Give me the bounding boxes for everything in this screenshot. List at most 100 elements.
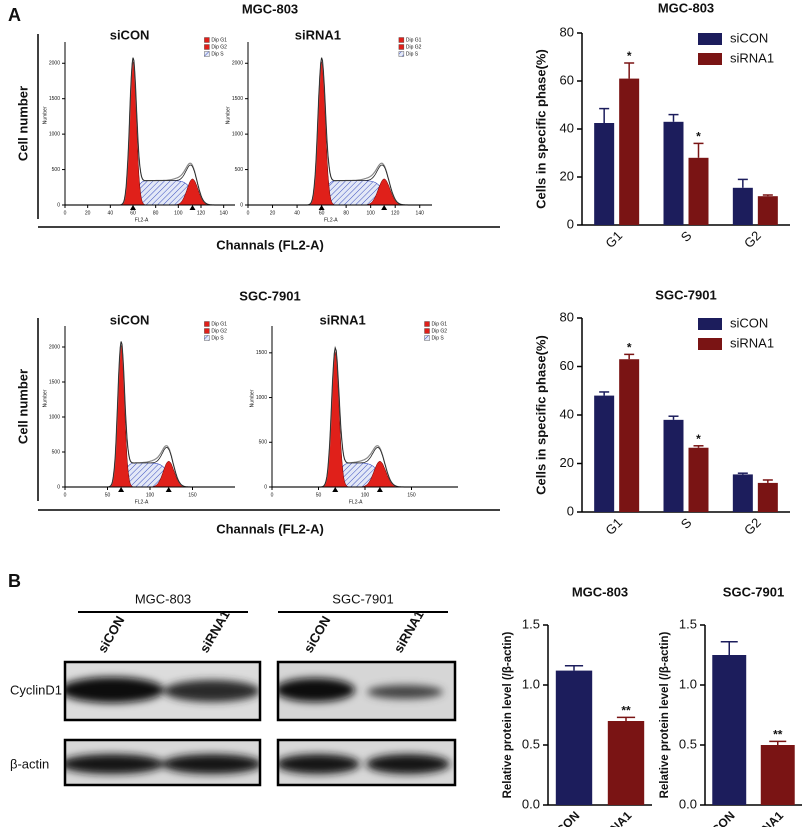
legend-label: Dip S [406, 51, 419, 57]
y-tick-label: 0.0 [679, 796, 697, 811]
error-bar [624, 62, 635, 79]
x-tick-label: 80 [153, 210, 159, 216]
y-tick-label: 60 [560, 72, 574, 87]
bar [607, 721, 645, 805]
plot-title: siCON [110, 27, 150, 42]
y-axis-title: Cells in specific phase(%) [533, 49, 548, 209]
legend-swatch [204, 328, 210, 334]
axis-label: FL2-A [135, 499, 149, 505]
x-tick-label: 120 [391, 210, 400, 216]
western-blot [63, 660, 457, 787]
legend-label: Dip G1 [211, 321, 227, 327]
legend-label: Dip G1 [432, 321, 448, 327]
y-tick-label: 80 [560, 24, 574, 39]
error-bar [599, 107, 610, 123]
y-tick-label: 0 [57, 484, 60, 490]
blot-title: SGC-7901 [332, 591, 393, 606]
x-tick-label: 100 [361, 492, 370, 498]
x-tick-label: 150 [188, 492, 197, 498]
y-tick-label: 1500 [49, 379, 60, 385]
axis-label: FL2-A [349, 499, 363, 505]
bar [619, 359, 640, 512]
legend-label: Dip S [211, 51, 224, 57]
significance: * [696, 432, 701, 446]
legend-swatch [698, 338, 722, 350]
y-tick-label: 1.5 [679, 616, 697, 631]
y-tick-label: 0 [567, 216, 574, 231]
band [278, 754, 360, 774]
y-tick-label: 1000 [49, 131, 60, 137]
legend-swatch [204, 51, 210, 57]
legend-swatch [424, 321, 430, 327]
plot-title: siRNA1 [295, 27, 341, 42]
y-tick-label: 1.0 [679, 676, 697, 691]
x-tick-label: 0 [64, 210, 67, 216]
x-tick-label: 100 [174, 210, 183, 216]
axis-label: FL2-A [135, 217, 149, 223]
y-tick-label: 0 [567, 503, 574, 518]
legend-label: siRNA1 [730, 335, 774, 350]
bar [757, 482, 778, 512]
bar [732, 474, 753, 512]
error-bar [693, 142, 704, 158]
plot-title: siCON [110, 312, 150, 327]
significance: ** [773, 728, 783, 742]
y-tick-label: 1000 [256, 395, 267, 401]
x-tick-label: 60 [319, 210, 325, 216]
y-tick-label: 20 [560, 455, 574, 470]
x-tick-label: 20 [85, 210, 91, 216]
y-tick-label: 500 [235, 167, 244, 173]
x-tick-label: 40 [294, 210, 300, 216]
y-tick-label: 1500 [256, 350, 267, 356]
x-tick-label: 0 [271, 492, 274, 498]
legend-label: Dip G1 [406, 37, 422, 43]
legend-swatch [204, 44, 210, 50]
legend-swatch [204, 335, 210, 341]
y-tick-label: 1.5 [522, 616, 540, 631]
x-tick-label: 60 [130, 210, 136, 216]
x-tick-label: 150 [407, 492, 416, 498]
peak-marker [189, 205, 196, 210]
y-tick-label: 0 [264, 484, 267, 490]
plot-title: siRNA1 [320, 312, 366, 327]
x-tick-label: 120 [197, 210, 206, 216]
error-bar [737, 178, 748, 188]
x-tick-label: 100 [146, 492, 155, 498]
band [366, 754, 450, 774]
significance: ** [621, 704, 631, 718]
x-tick-label: 140 [416, 210, 425, 216]
legend-label: Dip G2 [406, 44, 422, 50]
error-bar [737, 472, 748, 475]
error-bar [616, 716, 636, 721]
axis-label: Number [225, 106, 231, 124]
error-bar [668, 113, 679, 122]
y-tick-label: 1.0 [522, 676, 540, 691]
legend-swatch [698, 318, 722, 330]
row-label: CyclinD1 [10, 682, 62, 697]
y-tick-label: 1000 [49, 414, 60, 420]
peak-marker [376, 487, 383, 492]
legend-swatch [698, 33, 722, 45]
y-tick-label: 20 [560, 168, 574, 183]
flow-title: MGC-803 [242, 1, 298, 16]
axis-label: Number [42, 389, 48, 407]
chart-title: MGC-803 [658, 0, 714, 15]
y-tick-label: 0.5 [522, 736, 540, 751]
legend-label: Dip G2 [211, 328, 227, 334]
y-tick-label: 500 [52, 449, 61, 455]
band [162, 754, 260, 774]
legend-label: Dip G2 [211, 44, 227, 50]
legend-label: siCON [730, 30, 768, 45]
error-bar [769, 740, 787, 745]
x-tick-label: 0 [64, 492, 67, 498]
legend-swatch [398, 51, 405, 57]
bar [688, 157, 709, 225]
x-tick-label: 0 [247, 210, 250, 216]
bar [663, 419, 684, 512]
peak-marker [118, 487, 125, 492]
blot-frame [276, 660, 457, 722]
legend-label: Dip G2 [432, 328, 448, 334]
band [164, 680, 260, 702]
x-tick-label: 80 [343, 210, 349, 216]
y-tick-label: 0 [57, 202, 60, 208]
